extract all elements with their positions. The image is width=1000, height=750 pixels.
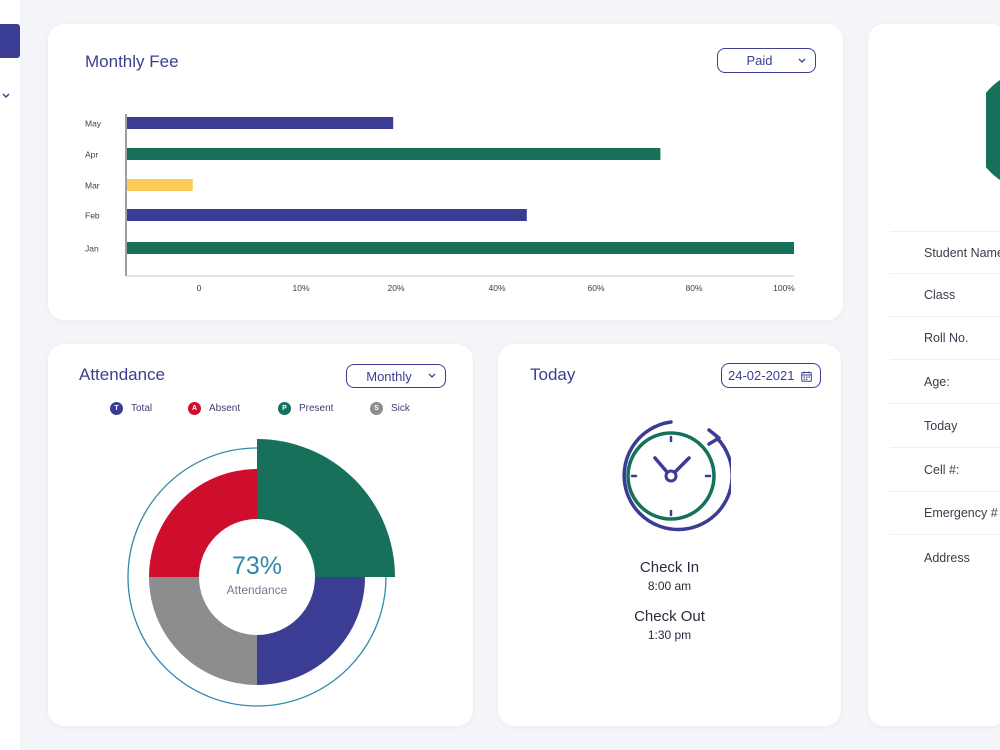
check-in-label: Check In	[639, 559, 700, 576]
fee-status-select[interactable]: Paid	[717, 48, 816, 73]
attendance-center-label: Attendance	[226, 583, 288, 597]
attendance-period-value: Monthly	[366, 368, 412, 384]
fee-status-value: Paid	[746, 53, 773, 68]
legend-item-absent: A Absent	[188, 402, 240, 415]
attendance-percentage: 73%	[231, 552, 283, 580]
info-row-address: Address	[924, 550, 970, 565]
x-tick-label: 80%	[685, 283, 702, 293]
bar-may[interactable]	[127, 117, 394, 129]
legend-item-present: P Present	[278, 402, 333, 415]
legend-label-absent: Absent	[209, 403, 241, 414]
attendance-title: Attendance	[79, 365, 166, 384]
sidebar-active-item[interactable]	[0, 24, 20, 58]
check-in-time: 8:00 am	[647, 579, 692, 593]
bar-feb[interactable]	[127, 209, 527, 221]
y-tick-label: Apr	[85, 150, 98, 160]
attendance-donut-chart	[127, 439, 395, 707]
info-row-student-name: Student Name	[890, 231, 1000, 274]
calendar-icon	[801, 371, 812, 382]
y-tick-label: May	[85, 119, 102, 129]
legend-item-sick: S Sick	[370, 402, 410, 415]
legend-label-sick: Sick	[391, 403, 410, 414]
bar-jan[interactable]	[127, 242, 794, 254]
x-tick-label: 100%	[773, 283, 795, 293]
legend-dot-present: P	[278, 402, 291, 415]
legend-item-total: T Total	[110, 402, 152, 415]
info-row-age: Age:	[890, 361, 1000, 404]
today-title: Today	[530, 365, 576, 384]
monthly-fee-chart: May Apr Mar Feb Jan 0 10% 20% 40% 60% 80% 100%	[85, 114, 795, 293]
x-tick-label: 20%	[387, 283, 404, 293]
date-value: 24-02-2021	[728, 368, 795, 383]
check-out-time: 1:30 pm	[647, 628, 692, 642]
attendance-period-select[interactable]: Monthly	[346, 364, 446, 388]
legend-label-present: Present	[299, 403, 334, 414]
y-tick-label: Mar	[85, 181, 100, 191]
legend-dot-total: T	[110, 402, 123, 415]
student-info-card	[868, 24, 1000, 726]
legend-dot-absent: A	[188, 402, 201, 415]
bar-mar[interactable]	[127, 179, 193, 191]
info-row-class: Class	[890, 274, 1000, 317]
sidebar	[0, 0, 20, 750]
info-row-emergency: Emergency #	[890, 492, 1000, 535]
chevron-down-icon	[798, 58, 806, 63]
attendance-legend: T Total A Absent P Present S Sick	[108, 402, 438, 420]
y-tick-label: Feb	[85, 211, 100, 221]
x-tick-label: 0	[197, 283, 202, 293]
monthly-fee-card: Monthly Fee Paid May Apr Mar Feb Jan 0 10% 20% 4…	[48, 24, 843, 320]
info-row-cell: Cell #:	[890, 449, 1000, 492]
check-in: Check In 8:00 am	[498, 559, 841, 593]
info-row-roll-no: Roll No.	[890, 317, 1000, 360]
date-picker[interactable]: 24-02-2021	[721, 363, 821, 388]
x-tick-label: 60%	[587, 283, 604, 293]
chevron-down-icon[interactable]	[0, 86, 14, 106]
monthly-fee-title: Monthly Fee	[85, 52, 179, 71]
check-out: Check Out 1:30 pm	[498, 608, 841, 642]
y-tick-label: Jan	[85, 244, 99, 254]
student-avatar	[986, 80, 1000, 180]
check-out-label: Check Out	[634, 608, 705, 625]
x-tick-label: 40%	[488, 283, 505, 293]
attendance-center: 73% Attendance	[197, 552, 317, 597]
legend-dot-sick: S	[370, 402, 383, 415]
today-card: Today 24-02-2021 Check In 8:00 am Chec	[498, 344, 841, 726]
legend-label-total: Total	[131, 403, 153, 414]
info-row-today: Today	[890, 405, 1000, 448]
x-tick-label: 10%	[292, 283, 309, 293]
clock-refresh-icon	[622, 420, 731, 532]
bar-apr[interactable]	[127, 148, 661, 160]
attendance-donut-hole	[199, 519, 315, 635]
chevron-down-icon	[428, 373, 436, 378]
